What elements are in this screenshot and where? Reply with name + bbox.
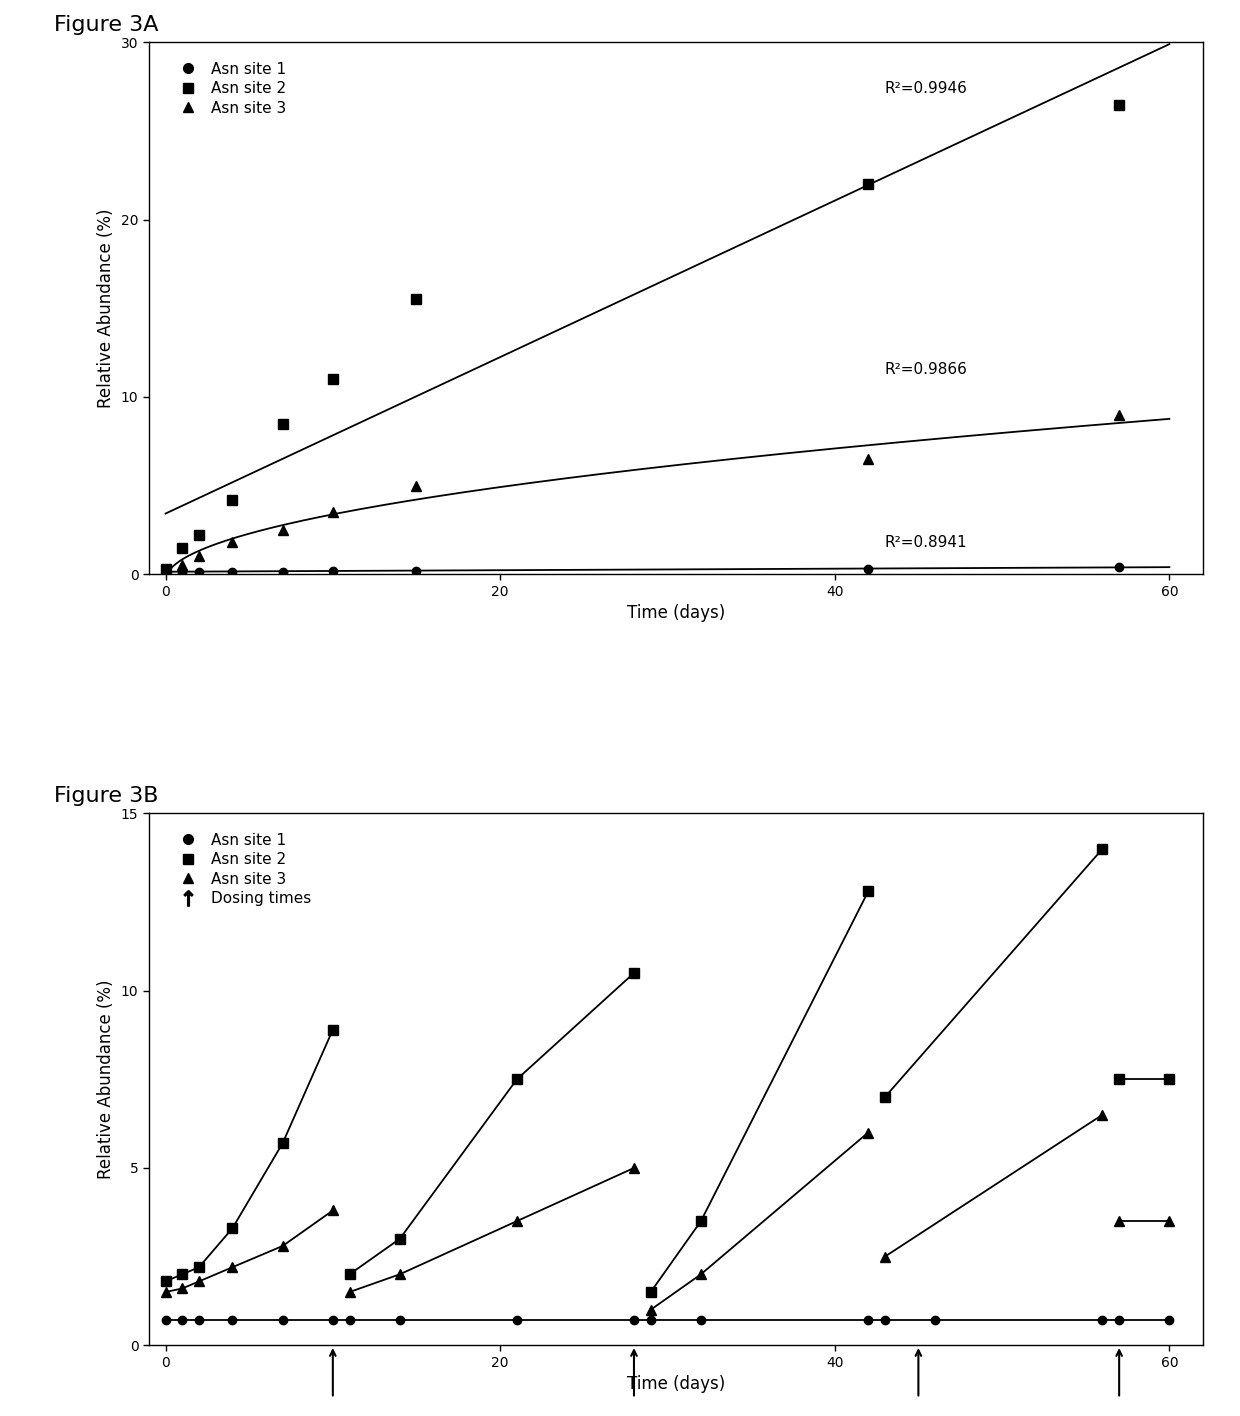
Text: Figure 3A: Figure 3A bbox=[53, 16, 159, 35]
Asn site 1 bbox=[878, 1311, 893, 1328]
Asn site 3 bbox=[325, 1202, 340, 1219]
Asn site 1 bbox=[191, 1311, 206, 1328]
Asn site 1 bbox=[392, 1311, 407, 1328]
Text: R²=0.9946: R²=0.9946 bbox=[885, 82, 967, 96]
Asn site 2 bbox=[224, 1219, 239, 1236]
Legend: Asn site 1, Asn site 2, Asn site 3: Asn site 1, Asn site 2, Asn site 3 bbox=[167, 55, 293, 122]
Line: Asn site 3: Asn site 3 bbox=[161, 1205, 337, 1297]
Y-axis label: Relative Abundance (%): Relative Abundance (%) bbox=[97, 980, 115, 1180]
Y-axis label: Relative Abundance (%): Relative Abundance (%) bbox=[97, 208, 115, 408]
Asn site 2 bbox=[191, 1259, 206, 1276]
Asn site 1 bbox=[1095, 1311, 1110, 1328]
Asn site 2 bbox=[175, 1266, 190, 1283]
Asn site 3 bbox=[224, 1259, 239, 1276]
Asn site 2 bbox=[325, 1021, 340, 1038]
Text: Figure 3B: Figure 3B bbox=[53, 786, 159, 806]
Asn site 3 bbox=[175, 1280, 190, 1297]
X-axis label: Time (days): Time (days) bbox=[626, 605, 725, 622]
Line: Asn site 1: Asn site 1 bbox=[161, 1317, 1173, 1324]
Asn site 1 bbox=[693, 1311, 708, 1328]
Line: Asn site 2: Asn site 2 bbox=[161, 1025, 337, 1286]
Text: R²=0.9866: R²=0.9866 bbox=[885, 361, 967, 377]
Asn site 1 bbox=[1162, 1311, 1177, 1328]
Asn site 2 bbox=[157, 1273, 172, 1290]
Asn site 3 bbox=[157, 1283, 172, 1300]
Asn site 1 bbox=[928, 1311, 942, 1328]
Asn site 1 bbox=[626, 1311, 641, 1328]
Legend: Asn site 1, Asn site 2, Asn site 3, Dosing times: Asn site 1, Asn site 2, Asn site 3, Dosi… bbox=[167, 827, 317, 912]
Asn site 1 bbox=[175, 1311, 190, 1328]
Asn site 3 bbox=[191, 1273, 206, 1290]
Asn site 3 bbox=[275, 1238, 290, 1255]
Asn site 1 bbox=[275, 1311, 290, 1328]
Asn site 1 bbox=[861, 1311, 875, 1328]
X-axis label: Time (days): Time (days) bbox=[626, 1375, 725, 1393]
Asn site 1 bbox=[342, 1311, 357, 1328]
Text: R²=0.8941: R²=0.8941 bbox=[885, 535, 967, 551]
Asn site 1 bbox=[157, 1311, 172, 1328]
Asn site 1 bbox=[510, 1311, 525, 1328]
Asn site 1 bbox=[1112, 1311, 1127, 1328]
Asn site 1 bbox=[325, 1311, 340, 1328]
Asn site 1 bbox=[644, 1311, 658, 1328]
Asn site 2 bbox=[275, 1134, 290, 1151]
Asn site 1 bbox=[224, 1311, 239, 1328]
